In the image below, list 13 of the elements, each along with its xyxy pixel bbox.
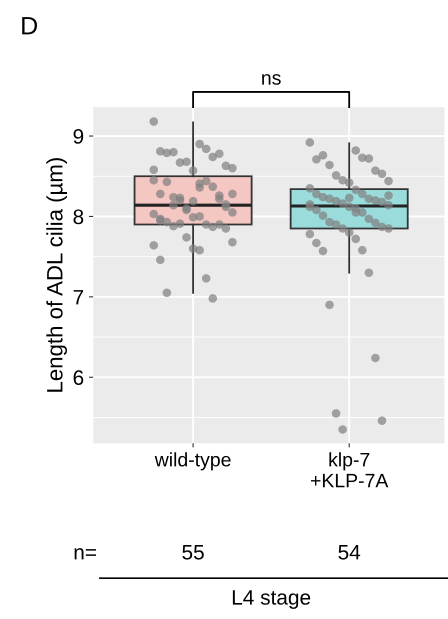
y-tick-label: 6 — [74, 370, 84, 386]
y-axis-title: Length of ADL cilia (µm) — [46, 158, 68, 392]
text: L4 stage — [232, 590, 310, 609]
text: ns — [262, 74, 281, 85]
y-tick-label: 7 — [74, 290, 84, 304]
y-tick-label: 9 — [74, 129, 84, 144]
x-tick-label: wild-type — [154, 452, 231, 470]
y-tick-label: 8 — [73, 209, 84, 224]
chart-title: D — [22, 17, 38, 34]
text: 54 — [338, 545, 360, 560]
text: n= — [74, 548, 96, 560]
x-tick-label: klp-7 +KLP-7A — [310, 452, 388, 488]
text: 55 — [182, 545, 204, 560]
